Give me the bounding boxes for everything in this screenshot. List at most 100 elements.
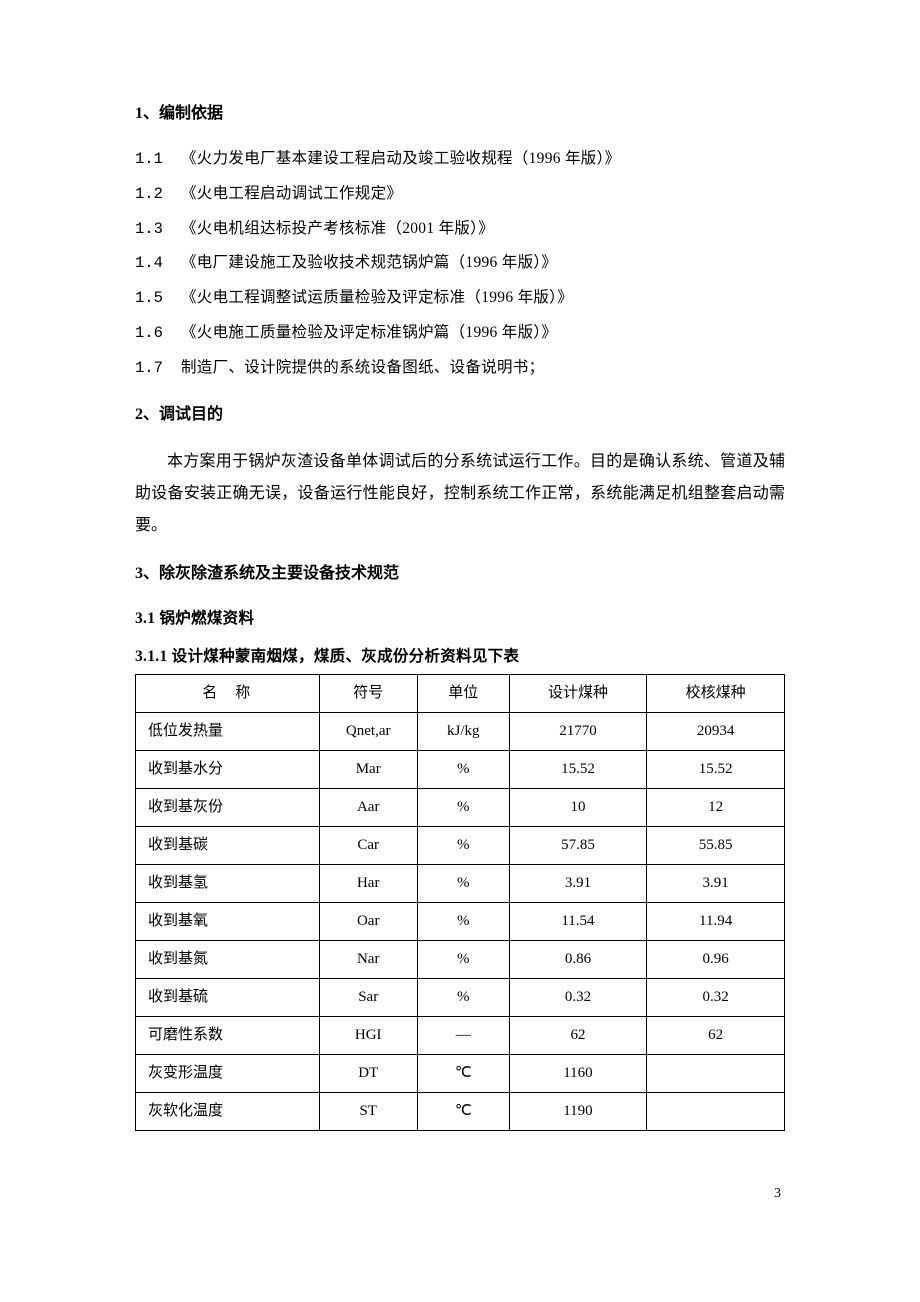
table-row: 收到基氮Nar%0.860.96 bbox=[136, 941, 785, 979]
list-item-num: 1.6 bbox=[135, 320, 181, 348]
table-row: 收到基水分Mar%15.5215.52 bbox=[136, 751, 785, 789]
cell-check: 12 bbox=[647, 789, 785, 827]
cell-name: 收到基硫 bbox=[136, 979, 320, 1017]
cell-name: 收到基水分 bbox=[136, 751, 320, 789]
cell-symbol: ST bbox=[319, 1093, 417, 1131]
cell-name: 收到基碳 bbox=[136, 827, 320, 865]
cell-unit: % bbox=[417, 865, 509, 903]
list-item-num: 1.1 bbox=[135, 146, 181, 174]
cell-symbol: Car bbox=[319, 827, 417, 865]
list-item: 1.1《火力发电厂基本建设工程启动及竣工验收规程（1996 年版）》 bbox=[135, 145, 785, 174]
cell-symbol: Oar bbox=[319, 903, 417, 941]
table-col-unit: 单位 bbox=[417, 675, 509, 713]
cell-name: 收到基灰份 bbox=[136, 789, 320, 827]
list-item-text: 《火电工程调整试运质量检验及评定标准（1996 年版）》 bbox=[181, 289, 573, 306]
cell-unit: % bbox=[417, 751, 509, 789]
cell-symbol: Sar bbox=[319, 979, 417, 1017]
list-item: 1.2《火电工程启动调试工作规定》 bbox=[135, 180, 785, 209]
page-number: 3 bbox=[135, 1181, 785, 1206]
cell-design: 3.91 bbox=[509, 865, 647, 903]
list-item-text: 《火力发电厂基本建设工程启动及竣工验收规程（1996 年版）》 bbox=[181, 150, 620, 167]
list-item-text: 制造厂、设计院提供的系统设备图纸、设备说明书； bbox=[181, 359, 544, 376]
cell-design: 62 bbox=[509, 1017, 647, 1055]
section-3-sub2: 3.1.1 设计煤种蒙南烟煤，煤质、灰成份分析资料见下表 bbox=[135, 643, 785, 671]
table-col-name: 名称 bbox=[136, 675, 320, 713]
cell-check: 20934 bbox=[647, 713, 785, 751]
coal-analysis-table: 名称 符号 单位 设计煤种 校核煤种 低位发热量Qnet,arkJ/kg2177… bbox=[135, 674, 785, 1131]
cell-name: 可磨性系数 bbox=[136, 1017, 320, 1055]
cell-name: 低位发热量 bbox=[136, 713, 320, 751]
cell-name: 收到基氧 bbox=[136, 903, 320, 941]
table-row: 收到基氢Har%3.913.91 bbox=[136, 865, 785, 903]
table-col-check: 校核煤种 bbox=[647, 675, 785, 713]
cell-design: 11.54 bbox=[509, 903, 647, 941]
section-1-list: 1.1《火力发电厂基本建设工程启动及竣工验收规程（1996 年版）》 1.2《火… bbox=[135, 145, 785, 383]
list-item: 1.5《火电工程调整试运质量检验及评定标准（1996 年版）》 bbox=[135, 284, 785, 313]
cell-design: 10 bbox=[509, 789, 647, 827]
cell-check: 55.85 bbox=[647, 827, 785, 865]
cell-symbol: Qnet,ar bbox=[319, 713, 417, 751]
list-item-num: 1.4 bbox=[135, 250, 181, 278]
table-col-design: 设计煤种 bbox=[509, 675, 647, 713]
list-item-text: 《火电机组达标投产考核标准（2001 年版）》 bbox=[181, 220, 494, 237]
cell-check: 3.91 bbox=[647, 865, 785, 903]
list-item-text: 《电厂建设施工及验收技术规范锅炉篇（1996 年版）》 bbox=[181, 254, 557, 271]
list-item: 1.6《火电施工质量检验及评定标准锅炉篇（1996 年版）》 bbox=[135, 319, 785, 348]
table-row: 低位发热量Qnet,arkJ/kg2177020934 bbox=[136, 713, 785, 751]
table-row: 收到基灰份Aar%1012 bbox=[136, 789, 785, 827]
list-item-num: 1.5 bbox=[135, 285, 181, 313]
list-item: 1.3《火电机组达标投产考核标准（2001 年版）》 bbox=[135, 215, 785, 244]
cell-unit: % bbox=[417, 941, 509, 979]
cell-check bbox=[647, 1093, 785, 1131]
cell-unit: kJ/kg bbox=[417, 713, 509, 751]
cell-symbol: HGI bbox=[319, 1017, 417, 1055]
cell-design: 0.32 bbox=[509, 979, 647, 1017]
cell-check bbox=[647, 1055, 785, 1093]
list-item-text: 《火电工程启动调试工作规定》 bbox=[181, 185, 402, 202]
cell-unit: ℃ bbox=[417, 1093, 509, 1131]
table-row: 收到基硫Sar%0.320.32 bbox=[136, 979, 785, 1017]
section-3-heading: 3、除灰除渣系统及主要设备技术规范 bbox=[135, 560, 785, 589]
cell-unit: % bbox=[417, 827, 509, 865]
table-row: 灰软化温度ST℃1190 bbox=[136, 1093, 785, 1131]
cell-unit: ℃ bbox=[417, 1055, 509, 1093]
section-2-heading: 2、调试目的 bbox=[135, 401, 785, 430]
cell-design: 0.86 bbox=[509, 941, 647, 979]
section-2-paragraph: 本方案用于锅炉灰渣设备单体调试后的分系统试运行工作。目的是确认系统、管道及辅助设… bbox=[135, 446, 785, 542]
cell-name: 灰软化温度 bbox=[136, 1093, 320, 1131]
table-row: 可磨性系数HGI—6262 bbox=[136, 1017, 785, 1055]
table-row: 收到基碳Car%57.8555.85 bbox=[136, 827, 785, 865]
table-row: 收到基氧Oar%11.5411.94 bbox=[136, 903, 785, 941]
list-item-num: 1.7 bbox=[135, 355, 181, 383]
cell-check: 0.32 bbox=[647, 979, 785, 1017]
cell-check: 11.94 bbox=[647, 903, 785, 941]
cell-unit: % bbox=[417, 789, 509, 827]
cell-symbol: Nar bbox=[319, 941, 417, 979]
cell-check: 0.96 bbox=[647, 941, 785, 979]
cell-symbol: Mar bbox=[319, 751, 417, 789]
cell-design: 57.85 bbox=[509, 827, 647, 865]
cell-symbol: DT bbox=[319, 1055, 417, 1093]
list-item: 1.4《电厂建设施工及验收技术规范锅炉篇（1996 年版）》 bbox=[135, 249, 785, 278]
cell-unit: % bbox=[417, 979, 509, 1017]
cell-design: 21770 bbox=[509, 713, 647, 751]
cell-design: 15.52 bbox=[509, 751, 647, 789]
cell-name: 灰变形温度 bbox=[136, 1055, 320, 1093]
list-item-text: 《火电施工质量检验及评定标准锅炉篇（1996 年版）》 bbox=[181, 324, 557, 341]
table-col-symbol: 符号 bbox=[319, 675, 417, 713]
cell-symbol: Har bbox=[319, 865, 417, 903]
cell-design: 1190 bbox=[509, 1093, 647, 1131]
table-header-row: 名称 符号 单位 设计煤种 校核煤种 bbox=[136, 675, 785, 713]
list-item-num: 1.2 bbox=[135, 181, 181, 209]
section-1-heading: 1、编制依据 bbox=[135, 100, 785, 129]
cell-design: 1160 bbox=[509, 1055, 647, 1093]
cell-name: 收到基氮 bbox=[136, 941, 320, 979]
cell-unit: % bbox=[417, 903, 509, 941]
list-item: 1.7制造厂、设计院提供的系统设备图纸、设备说明书； bbox=[135, 354, 785, 383]
cell-check: 62 bbox=[647, 1017, 785, 1055]
cell-check: 15.52 bbox=[647, 751, 785, 789]
list-item-num: 1.3 bbox=[135, 216, 181, 244]
section-3-sub1: 3.1 锅炉燃煤资料 bbox=[135, 605, 785, 633]
cell-symbol: Aar bbox=[319, 789, 417, 827]
cell-unit: — bbox=[417, 1017, 509, 1055]
